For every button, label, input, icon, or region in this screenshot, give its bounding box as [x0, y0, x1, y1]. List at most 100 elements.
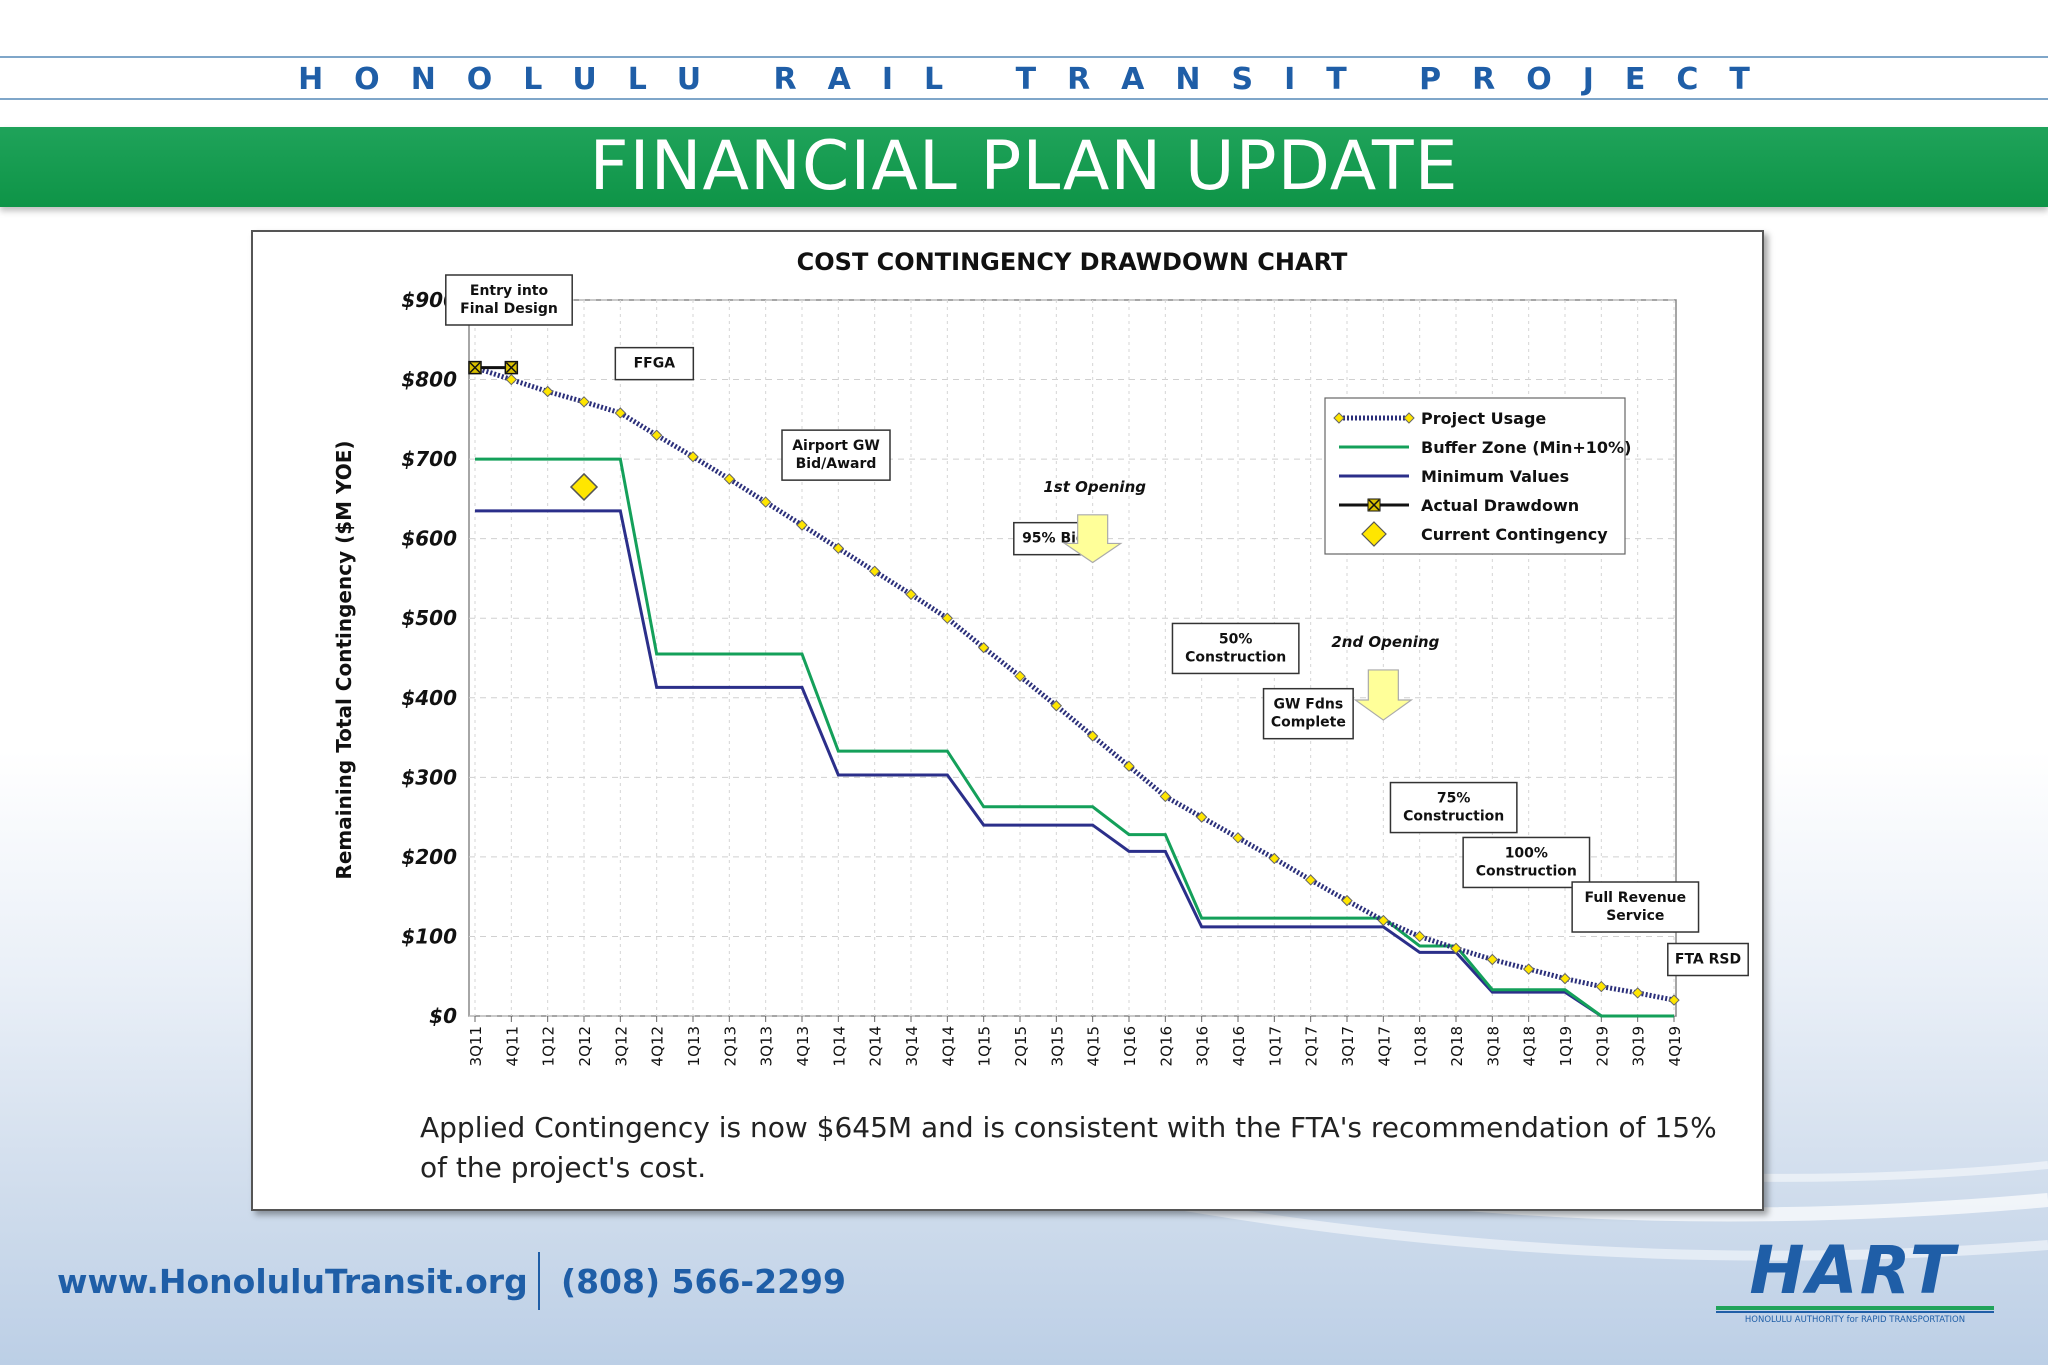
x-tick-label: 4Q11 — [503, 1026, 521, 1066]
x-tick-label: 3Q19 — [1630, 1026, 1648, 1066]
milestone-label-line: 50% — [1219, 631, 1253, 647]
project-usage-point — [759, 496, 772, 508]
legend-swatch-current-contingency — [1361, 521, 1387, 547]
milestone-label: GW Fdns Complete — [1271, 697, 1346, 731]
milestone-label: Full Revenue Service — [1585, 890, 1687, 924]
project-usage-point — [650, 429, 663, 441]
y-tick-label: $100 — [401, 924, 457, 948]
milestone-label-line: Full Revenue — [1585, 890, 1687, 906]
project-usage-point — [1232, 832, 1244, 844]
x-tick-label: 4Q18 — [1521, 1026, 1539, 1066]
phone-number[interactable]: (808) 566-2299 — [561, 1262, 846, 1301]
milestone-label: 75% Construction — [1403, 791, 1504, 825]
top-rule — [0, 56, 2048, 58]
x-tick-label: 3Q11 — [467, 1026, 485, 1066]
milestone-box: 100% Construction — [1462, 836, 1591, 889]
project-usage-point — [796, 519, 808, 531]
y-tick-label: $800 — [401, 368, 457, 392]
buffer-zone-line — [475, 457, 1674, 1018]
milestone-rect — [445, 274, 573, 326]
milestone-box: Entry into Final Design — [445, 274, 573, 326]
milestone-label-line: Service — [1606, 908, 1664, 924]
project-usage-point — [1050, 700, 1063, 712]
x-tick-label: 1Q15 — [976, 1026, 994, 1066]
opening-arrow — [1062, 514, 1123, 564]
project-usage-point — [832, 542, 845, 554]
milestone-box: GW Fdns Complete — [1262, 687, 1354, 740]
x-tick-label: 3Q15 — [1048, 1026, 1066, 1066]
x-tick-label: 1Q12 — [540, 1026, 558, 1066]
milestone-box: FTA RSD — [1667, 942, 1749, 977]
grid — [469, 299, 1676, 1017]
project-usage-point — [1595, 980, 1608, 993]
project-usage-point — [1159, 790, 1172, 803]
y-axis-label: Remaining Total Contingency ($M YOE) — [332, 440, 356, 879]
opening-annotation: 1st Opening — [1043, 478, 1146, 496]
x-tick-label: 4Q17 — [1375, 1026, 1393, 1066]
logo-bar-green — [1716, 1306, 1994, 1310]
x-tick-label: 1Q17 — [1266, 1026, 1284, 1066]
milestone-label: FFGA — [634, 356, 676, 372]
x-tick-label: 1Q16 — [1121, 1026, 1139, 1066]
milestone-label-line: Entry into — [470, 283, 549, 299]
y-tick-label: $700 — [401, 447, 457, 471]
y-tick-label: $300 — [401, 765, 457, 789]
project-usage-point — [1086, 730, 1099, 742]
milestone-box: 50% Construction — [1171, 622, 1300, 675]
milestone-rect — [781, 429, 891, 481]
milestone-rect — [1262, 687, 1354, 740]
project-usage-point — [1377, 914, 1390, 927]
legend-label: Actual Drawdown — [1421, 496, 1579, 515]
x-tick-label: 1Q14 — [830, 1026, 848, 1066]
x-tick-label: 2Q19 — [1593, 1026, 1611, 1066]
project-usage-point — [687, 451, 699, 463]
project-usage-point — [868, 565, 881, 577]
project-usage-point — [1341, 894, 1353, 907]
project-usage-point — [1195, 811, 1208, 823]
milestone-label: 50% Construction — [1185, 631, 1286, 665]
project-usage-point — [941, 612, 954, 624]
milestone-label-line: 100% — [1505, 845, 1548, 861]
logo-bar-blue — [1716, 1311, 1994, 1313]
milestone-rect — [1667, 942, 1749, 977]
actual-drawdown-x — [469, 362, 481, 374]
milestone-label: 100% Construction — [1476, 845, 1577, 879]
milestone-rect — [1171, 622, 1300, 675]
project-usage-point — [1268, 852, 1281, 865]
x-tick-label: 2Q16 — [1157, 1026, 1175, 1066]
x-tick-label: 2Q18 — [1448, 1026, 1466, 1066]
y-tick-label: $500 — [401, 606, 457, 630]
middle-rule — [0, 98, 2048, 100]
y-tick-label: $200 — [401, 845, 457, 869]
website-link[interactable]: www.HonoluluTransit.org — [57, 1262, 528, 1301]
main-title: FINANCIAL PLAN UPDATE — [589, 127, 1459, 206]
footer-divider — [538, 1252, 540, 1310]
project-usage-point — [578, 396, 590, 408]
project-title: HONOLULU RAIL TRANSIT PROJECT — [298, 62, 1781, 97]
milestone-box: Full Revenue Service — [1571, 881, 1700, 933]
x-tick-label: 2Q15 — [1012, 1026, 1030, 1066]
x-tick-label: 2Q12 — [576, 1026, 594, 1066]
milestone-label-line: Bid/Award — [796, 456, 877, 472]
x-tick-label: 1Q19 — [1557, 1026, 1575, 1066]
x-tick-label: 4Q12 — [649, 1026, 667, 1066]
milestones: Entry into Final Design FFGA Airport GW Bid/… — [445, 274, 1749, 977]
x-tick-label: 2Q13 — [721, 1026, 739, 1066]
y-tick-label: $600 — [401, 527, 457, 551]
opening-annotation: 2nd Opening — [1331, 633, 1439, 651]
project-usage-point — [977, 641, 990, 654]
y-tick-label: $0 — [429, 1004, 457, 1028]
series — [468, 360, 1680, 1018]
milestone-label: Entry into Final Design — [460, 283, 558, 317]
legend-marker — [1333, 412, 1345, 424]
milestone-box: 75% Construction — [1389, 781, 1518, 834]
milestone-label-line: 95% Bid — [1022, 531, 1086, 547]
milestone-rect — [614, 346, 695, 381]
milestone-label-line: FTA RSD — [1675, 952, 1741, 968]
milestone-box: Airport GW Bid/Award — [781, 429, 891, 481]
milestone-rect — [1389, 781, 1518, 834]
project-usage-point — [1486, 953, 1499, 966]
project-usage-point — [1522, 963, 1535, 975]
x-tick-label: 1Q18 — [1412, 1026, 1430, 1066]
milestone-label-line: Final Design — [460, 301, 558, 317]
